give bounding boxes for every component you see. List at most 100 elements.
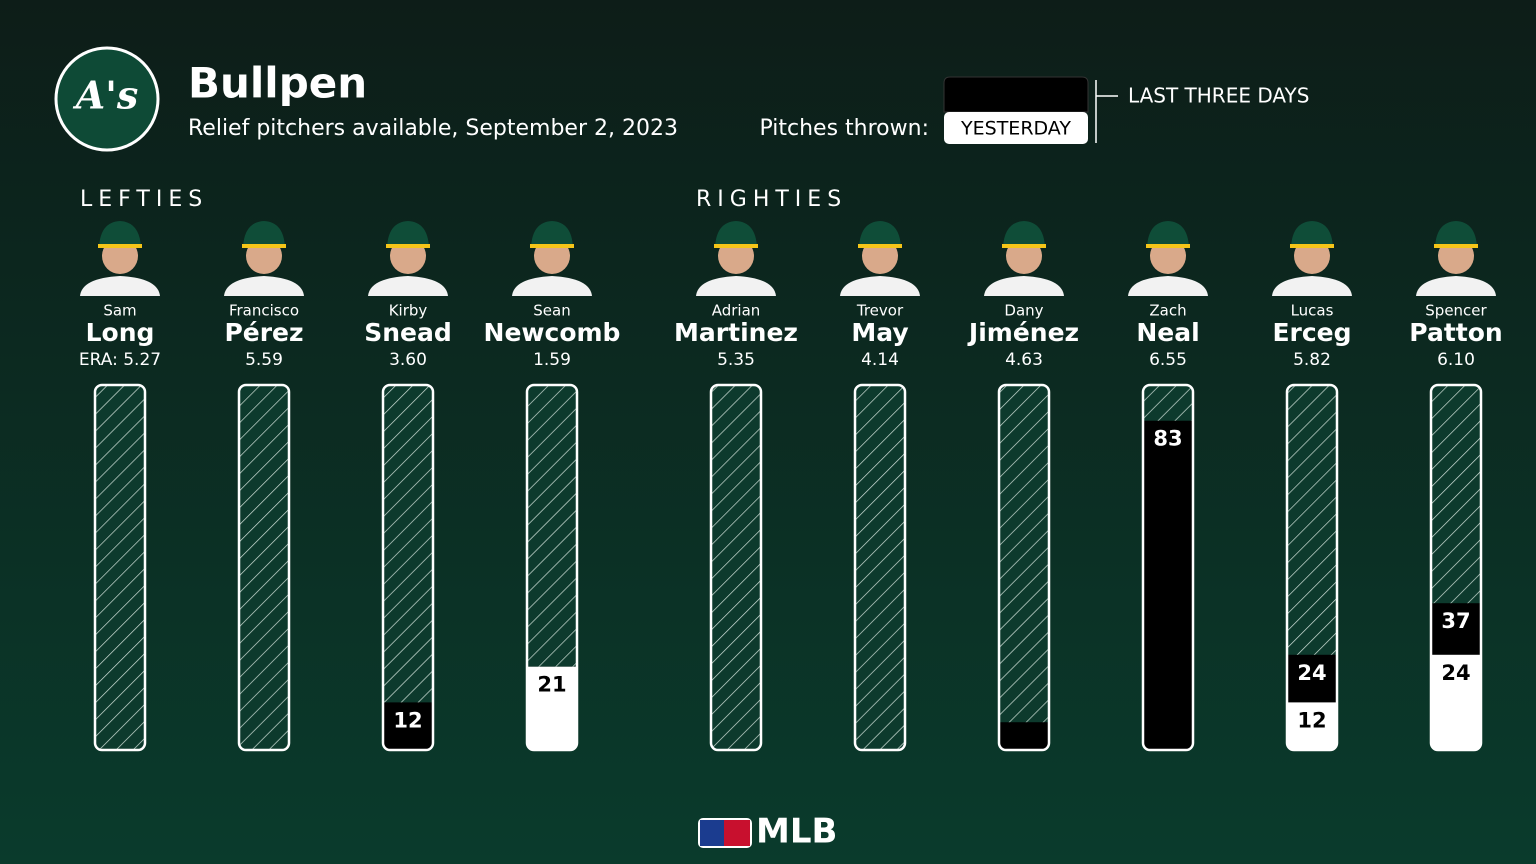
- era-value: 5.27: [123, 350, 161, 370]
- era-value: 5.82: [1293, 350, 1331, 370]
- bar-outline: [93, 383, 147, 752]
- bar-segment: [383, 702, 433, 750]
- title: Bullpen: [188, 59, 367, 108]
- player-cap: [1435, 221, 1477, 248]
- last-name: May: [851, 318, 908, 347]
- bar-segments: [383, 702, 433, 750]
- bar-segment: [1287, 702, 1337, 750]
- era-value: 4.14: [861, 350, 899, 370]
- section-label: RIGHTIES: [696, 187, 847, 212]
- era: 6.10: [1437, 350, 1475, 370]
- first-name: Zach: [1149, 302, 1186, 320]
- player-cap: [243, 221, 285, 248]
- player-cap-brim: [386, 244, 430, 248]
- subtitle: Relief pitchers available, September 2, …: [188, 116, 678, 141]
- legend-label: Pitches thrown:: [760, 116, 930, 141]
- era: 3.60: [389, 350, 427, 370]
- legend-swatch-three-days: [943, 76, 1089, 113]
- player-cap: [1003, 221, 1045, 248]
- last-name: Snead: [364, 318, 452, 347]
- last-name: Long: [86, 318, 155, 347]
- era-value: 4.63: [1005, 350, 1043, 370]
- bar-outline: [997, 383, 1051, 752]
- era: 1.59: [533, 350, 571, 370]
- first-name: Kirby: [389, 302, 428, 320]
- player-shoulders: [984, 276, 1064, 296]
- bar-track: [95, 385, 145, 750]
- legend-swatch-yesterday: [944, 112, 1088, 144]
- last-name: Patton: [1409, 318, 1502, 347]
- first-name: Dany: [1004, 302, 1043, 320]
- player-cap: [387, 221, 429, 248]
- bar-track: [527, 385, 577, 750]
- era-label: ERA:: [79, 350, 118, 370]
- bar-outline: [1285, 383, 1339, 752]
- legend-entry: YESTERDAY: [960, 118, 1071, 140]
- era: 4.63: [1005, 350, 1043, 370]
- era-value: 3.60: [389, 350, 427, 370]
- logo: [54, 46, 160, 152]
- value-label: 12: [393, 708, 422, 732]
- footer-brand: MLB: [756, 812, 837, 852]
- player-shoulders: [80, 276, 160, 296]
- bar-outline: [237, 383, 291, 752]
- bar-segment: [999, 722, 1049, 750]
- era-value: 6.55: [1149, 350, 1187, 370]
- last-name: Neal: [1136, 318, 1199, 347]
- legend-entry: LAST THREE DAYS: [1128, 84, 1309, 108]
- player-shoulders: [512, 276, 592, 296]
- player-cap-brim: [530, 244, 574, 248]
- mlb-logo-blue: [700, 820, 724, 846]
- player-cap-brim: [858, 244, 902, 248]
- last-name: Martinez: [674, 318, 798, 347]
- player-cap: [531, 221, 573, 248]
- player-cap: [715, 221, 757, 248]
- value-label: 83: [1153, 427, 1182, 451]
- bar-segments: [1287, 654, 1337, 750]
- bar-segments: [1143, 420, 1193, 750]
- era-value: 5.59: [245, 350, 283, 370]
- mlb-logo-red: [724, 820, 750, 846]
- section-label: LEFTIES: [80, 187, 208, 212]
- player-shoulders: [696, 276, 776, 296]
- bar-track: [239, 385, 289, 750]
- era: 5.82: [1293, 350, 1331, 370]
- era: 6.55: [1149, 350, 1187, 370]
- last-name: Newcomb: [484, 318, 621, 347]
- value-label: 37: [1441, 609, 1470, 633]
- bar-track: [383, 385, 433, 750]
- bar-outline: [853, 383, 907, 752]
- era-value: 6.10: [1437, 350, 1475, 370]
- player-shoulders: [840, 276, 920, 296]
- player-cap-brim: [714, 244, 758, 248]
- bar-segments: [1431, 603, 1481, 750]
- first-name: Francisco: [229, 302, 299, 320]
- first-name: Trevor: [856, 302, 904, 320]
- bar-segment: [1143, 420, 1193, 750]
- player-cap-brim: [1290, 244, 1334, 248]
- value-label: 24: [1441, 661, 1470, 685]
- bar-outline: [525, 383, 579, 752]
- player-shoulders: [368, 276, 448, 296]
- era-value: 1.59: [533, 350, 571, 370]
- first-name: Spencer: [1425, 302, 1487, 320]
- first-name: Sam: [103, 302, 136, 320]
- last-name: Jiménez: [967, 318, 1079, 347]
- era: 5.59: [245, 350, 283, 370]
- bar-segments: [527, 666, 577, 750]
- player-cap-brim: [1434, 244, 1478, 248]
- player-cap: [1147, 221, 1189, 248]
- bar-segment: [527, 666, 577, 750]
- player-cap-brim: [1146, 244, 1190, 248]
- player-cap: [1291, 221, 1333, 248]
- first-name: Lucas: [1291, 302, 1334, 320]
- bar-outline: [709, 383, 763, 752]
- value-label: 12: [1297, 708, 1326, 732]
- bar-track: [711, 385, 761, 750]
- player-shoulders: [1416, 276, 1496, 296]
- player-cap: [859, 221, 901, 248]
- bar-segments: [999, 722, 1049, 750]
- bar-outline: [1429, 383, 1483, 752]
- bar-outline: [381, 383, 435, 752]
